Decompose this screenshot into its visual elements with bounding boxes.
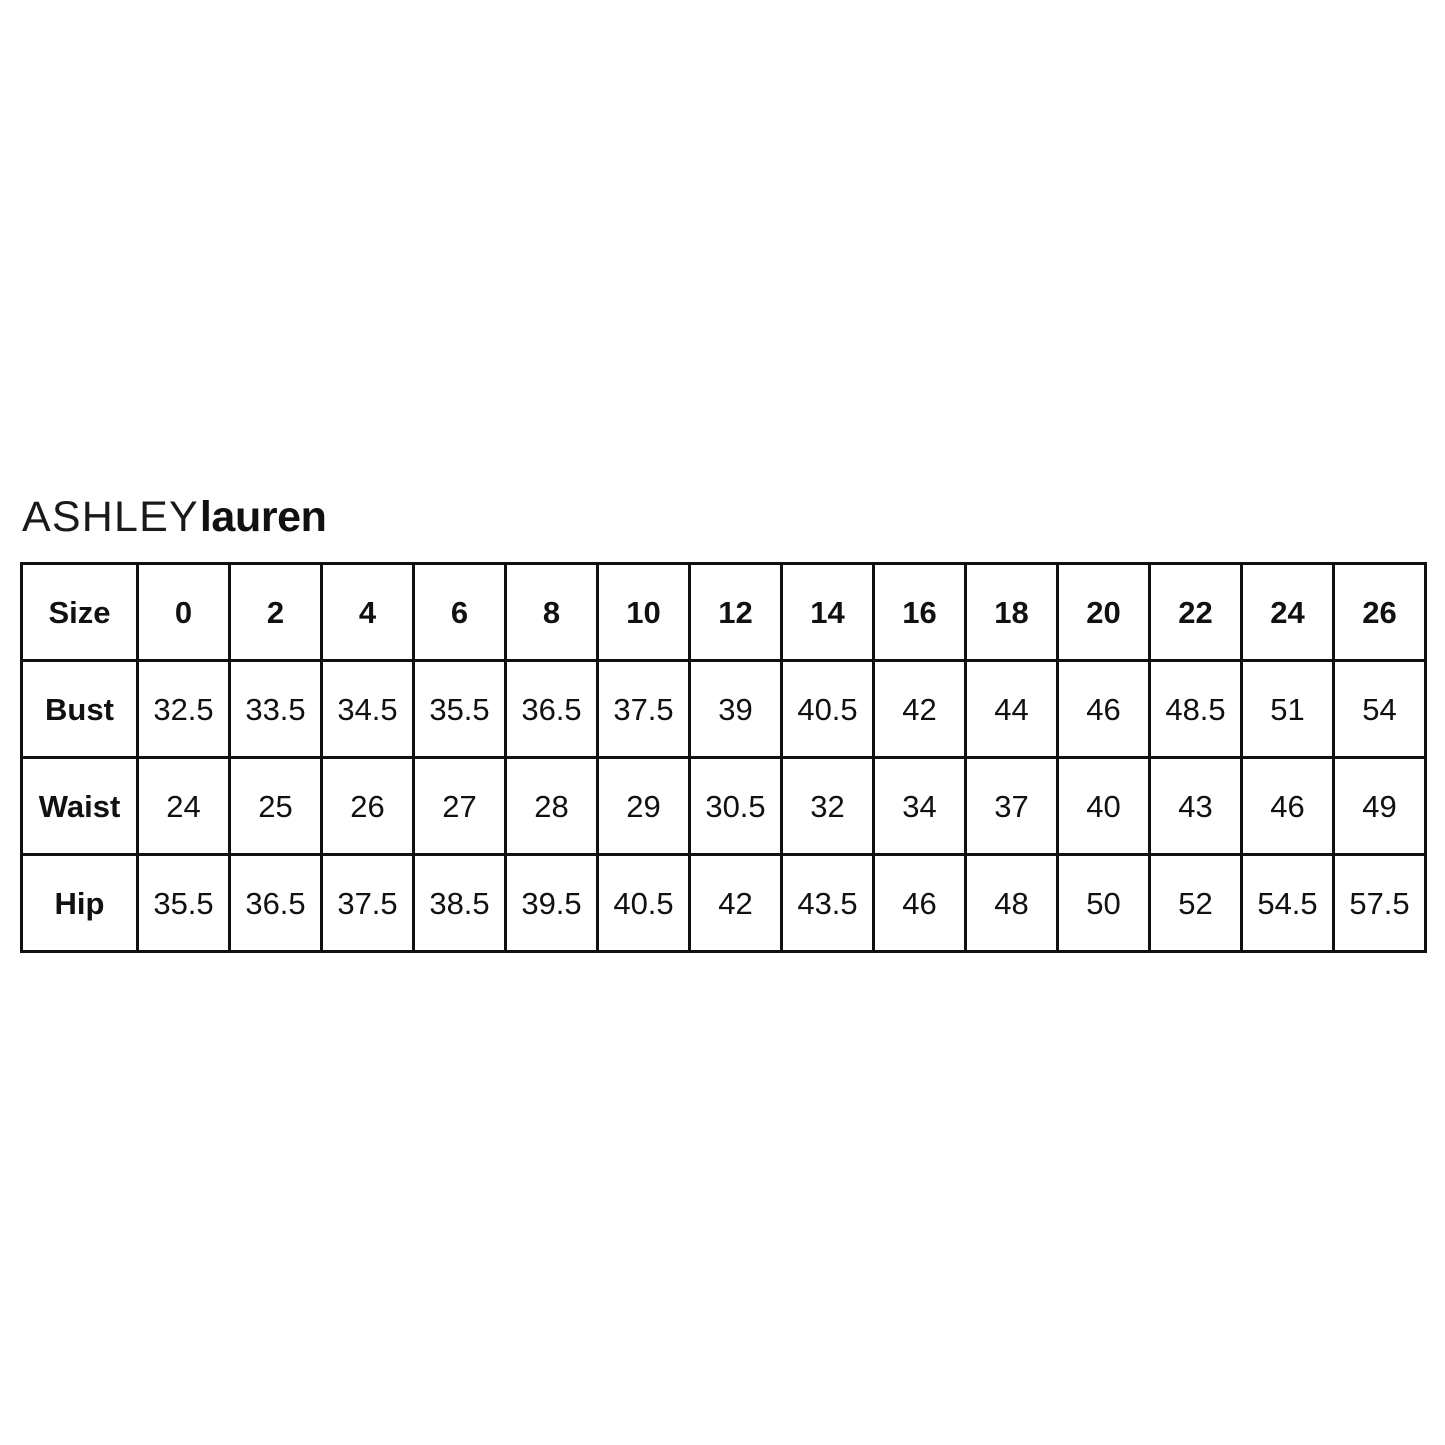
brand-logo: ASHLEY lauren — [22, 496, 327, 544]
table-body: Bust 32.5 33.5 34.5 35.5 36.5 37.5 39 40… — [20, 659, 1427, 953]
header-cell-size-16: 16 — [872, 562, 967, 662]
cell-waist-size-0: 24 — [136, 756, 231, 856]
cell-bust-size-4: 34.5 — [320, 659, 415, 759]
header-cell-size-24: 24 — [1240, 562, 1335, 662]
table-row-waist: Waist 24 25 26 27 28 29 30.5 32 34 37 40… — [20, 756, 1427, 856]
cell-hip-size-22: 52 — [1148, 853, 1243, 953]
table-row-hip: Hip 35.5 36.5 37.5 38.5 39.5 40.5 42 43.… — [20, 853, 1427, 953]
header-cell-size-22: 22 — [1148, 562, 1243, 662]
cell-waist-size-24: 46 — [1240, 756, 1335, 856]
cell-waist-size-10: 29 — [596, 756, 691, 856]
row-label-hip: Hip — [20, 853, 139, 953]
cell-bust-size-6: 35.5 — [412, 659, 507, 759]
cell-hip-size-16: 46 — [872, 853, 967, 953]
brand-logo-primary: ASHLEY — [22, 493, 199, 541]
cell-hip-size-14: 43.5 — [780, 853, 875, 953]
header-cell-size-12: 12 — [688, 562, 783, 662]
header-cell-size-20: 20 — [1056, 562, 1151, 662]
cell-hip-size-12: 42 — [688, 853, 783, 953]
cell-hip-size-20: 50 — [1056, 853, 1151, 953]
row-label-waist: Waist — [20, 756, 139, 856]
cell-bust-size-16: 42 — [872, 659, 967, 759]
header-cell-size-10: 10 — [596, 562, 691, 662]
header-cell-size-label: Size — [20, 562, 139, 662]
header-cell-size-8: 8 — [504, 562, 599, 662]
cell-waist-size-2: 25 — [228, 756, 323, 856]
cell-hip-size-2: 36.5 — [228, 853, 323, 953]
row-label-bust: Bust — [20, 659, 139, 759]
cell-waist-size-16: 34 — [872, 756, 967, 856]
cell-bust-size-20: 46 — [1056, 659, 1151, 759]
table-head: Size 0 2 4 6 8 10 12 14 16 18 20 22 24 2… — [20, 562, 1427, 662]
header-cell-size-4: 4 — [320, 562, 415, 662]
cell-hip-size-6: 38.5 — [412, 853, 507, 953]
cell-hip-size-26: 57.5 — [1332, 853, 1427, 953]
cell-waist-size-14: 32 — [780, 756, 875, 856]
cell-waist-size-20: 40 — [1056, 756, 1151, 856]
cell-waist-size-18: 37 — [964, 756, 1059, 856]
cell-bust-size-8: 36.5 — [504, 659, 599, 759]
size-chart-table: Size 0 2 4 6 8 10 12 14 16 18 20 22 24 2… — [20, 562, 1427, 953]
brand-logo-secondary: lauren — [199, 493, 327, 541]
cell-bust-size-14: 40.5 — [780, 659, 875, 759]
header-row: Size 0 2 4 6 8 10 12 14 16 18 20 22 24 2… — [20, 562, 1427, 662]
header-cell-size-26: 26 — [1332, 562, 1427, 662]
cell-hip-size-24: 54.5 — [1240, 853, 1335, 953]
header-cell-size-6: 6 — [412, 562, 507, 662]
header-cell-size-14: 14 — [780, 562, 875, 662]
cell-bust-size-22: 48.5 — [1148, 659, 1243, 759]
cell-waist-size-6: 27 — [412, 756, 507, 856]
cell-bust-size-0: 32.5 — [136, 659, 231, 759]
cell-waist-size-26: 49 — [1332, 756, 1427, 856]
table-row-bust: Bust 32.5 33.5 34.5 35.5 36.5 37.5 39 40… — [20, 659, 1427, 759]
cell-hip-size-8: 39.5 — [504, 853, 599, 953]
cell-bust-size-2: 33.5 — [228, 659, 323, 759]
cell-hip-size-4: 37.5 — [320, 853, 415, 953]
cell-bust-size-26: 54 — [1332, 659, 1427, 759]
header-cell-size-18: 18 — [964, 562, 1059, 662]
header-cell-size-0: 0 — [136, 562, 231, 662]
cell-hip-size-18: 48 — [964, 853, 1059, 953]
cell-bust-size-18: 44 — [964, 659, 1059, 759]
cell-waist-size-8: 28 — [504, 756, 599, 856]
header-cell-size-2: 2 — [228, 562, 323, 662]
cell-hip-size-0: 35.5 — [136, 853, 231, 953]
cell-bust-size-12: 39 — [688, 659, 783, 759]
cell-waist-size-12: 30.5 — [688, 756, 783, 856]
size-chart-table-container: Size 0 2 4 6 8 10 12 14 16 18 20 22 24 2… — [20, 562, 1427, 953]
cell-waist-size-4: 26 — [320, 756, 415, 856]
cell-waist-size-22: 43 — [1148, 756, 1243, 856]
cell-bust-size-10: 37.5 — [596, 659, 691, 759]
cell-hip-size-10: 40.5 — [596, 853, 691, 953]
cell-bust-size-24: 51 — [1240, 659, 1335, 759]
